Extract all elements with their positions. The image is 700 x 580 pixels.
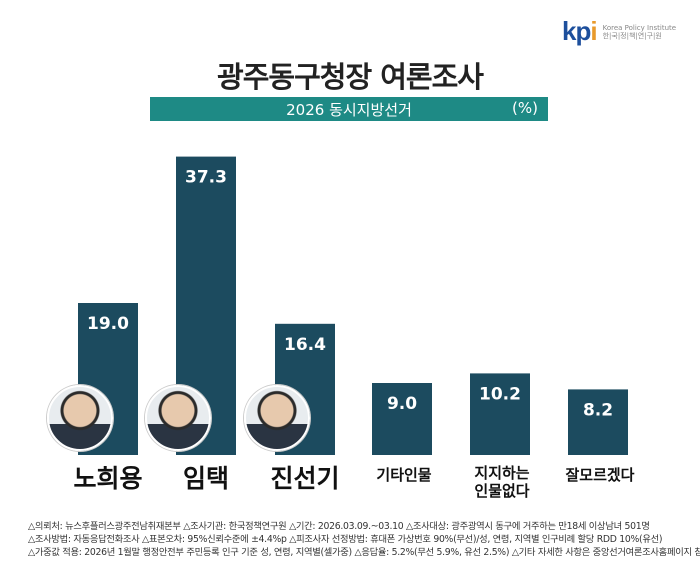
unit-label: (%) — [512, 99, 538, 117]
bar — [470, 373, 530, 455]
category-label: 임택 — [183, 464, 229, 493]
value-label: 16.4 — [284, 335, 326, 355]
candidate-photo-2 — [145, 385, 211, 451]
kpi-logo: kpi Korea Policy Institute 한|국|정|책|연|구|원 — [562, 16, 676, 47]
category-label: 지지하는 — [474, 464, 529, 482]
category-label: 노희용 — [73, 464, 142, 493]
footnote-line: △가중값 적용: 2026년 1월말 행정안전부 주민등록 인구 기준 성, 연… — [28, 547, 700, 558]
survey-footnote: △의뢰처: 뉴스후플러스광주전남취재본부 △조사기관: 한국정책연구원 △기간:… — [28, 520, 700, 559]
category-label: 기타인물 — [376, 466, 431, 484]
bar — [372, 383, 432, 455]
logo-mark: kpi — [562, 16, 598, 46]
logo-en: Korea Policy Institute — [602, 23, 677, 32]
value-label: 19.0 — [87, 314, 129, 334]
footnote-line: △조사방법: 자동응답전화조사 △표본오차: 95%신뢰수준에 ±4.4%p △… — [28, 534, 663, 545]
category-label: 인물없다 — [474, 482, 529, 500]
value-label: 8.2 — [583, 400, 613, 420]
page-title: 광주동구청장 여론조사 — [217, 60, 484, 94]
value-label: 37.3 — [185, 168, 227, 188]
subtitle: 2026 동시지방선거 — [286, 101, 412, 119]
bar — [568, 389, 628, 455]
category-label: 잘모르겠다 — [565, 466, 634, 484]
candidate-photo-1 — [47, 385, 113, 451]
category-label: 진선기 — [270, 464, 339, 493]
value-label: 10.2 — [479, 384, 521, 404]
footnote-line: △의뢰처: 뉴스후플러스광주전남취재본부 △조사기관: 한국정책연구원 △기간:… — [28, 521, 650, 532]
logo-ko: 한|국|정|책|연|구|원 — [602, 31, 662, 40]
value-label: 9.0 — [387, 394, 417, 414]
candidate-photo-3 — [244, 385, 310, 451]
subtitle-banner: 2026 동시지방선거 (%) — [150, 97, 548, 121]
